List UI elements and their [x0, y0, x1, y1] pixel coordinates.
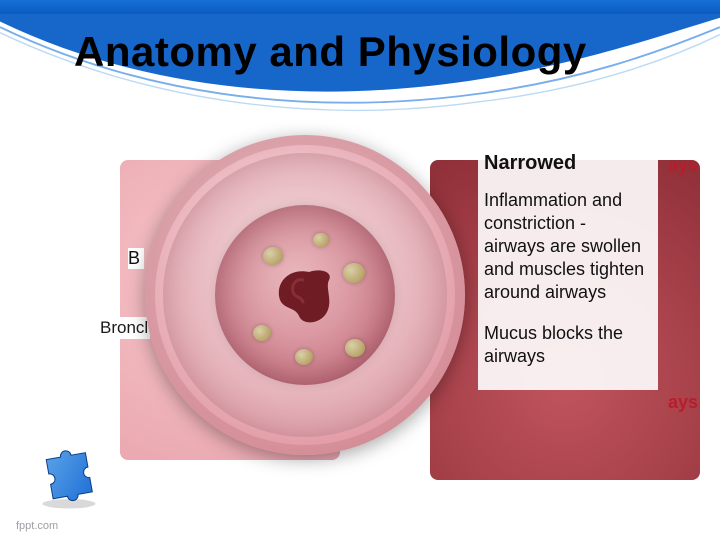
airway-lumen: [273, 266, 337, 324]
textcol-para-1: Inflammation and constriction - airways …: [484, 189, 652, 304]
mucus-blob: [295, 349, 313, 365]
partial-label-bronc: Broncl: [98, 317, 150, 339]
puzzle-icon: [30, 432, 108, 510]
text-column: Narrowed Inflammation and constriction -…: [478, 148, 658, 390]
textcol-para-2: Mucus blocks the airways: [484, 322, 652, 368]
airway-cross-section: [145, 135, 465, 455]
mucus-blob: [313, 233, 329, 247]
mucus-blob: [345, 339, 365, 357]
textcol-heading: Narrowed: [484, 152, 652, 175]
footer-text: fppt.com: [16, 520, 58, 532]
partial-label-b: B: [128, 248, 144, 269]
partial-label-ays-top: ays: [668, 155, 698, 176]
lumen-shape: [279, 270, 330, 322]
top-accent-bar: [0, 0, 720, 14]
mucus-blob: [343, 263, 365, 283]
mucus-blob: [263, 247, 283, 265]
mucus-blob: [253, 325, 271, 341]
slide-title: Anatomy and Physiology: [74, 28, 587, 76]
partial-label-ays-bottom: ays: [668, 392, 698, 413]
slide: Anatomy and Physiology B Broncl ays ays …: [0, 0, 720, 540]
